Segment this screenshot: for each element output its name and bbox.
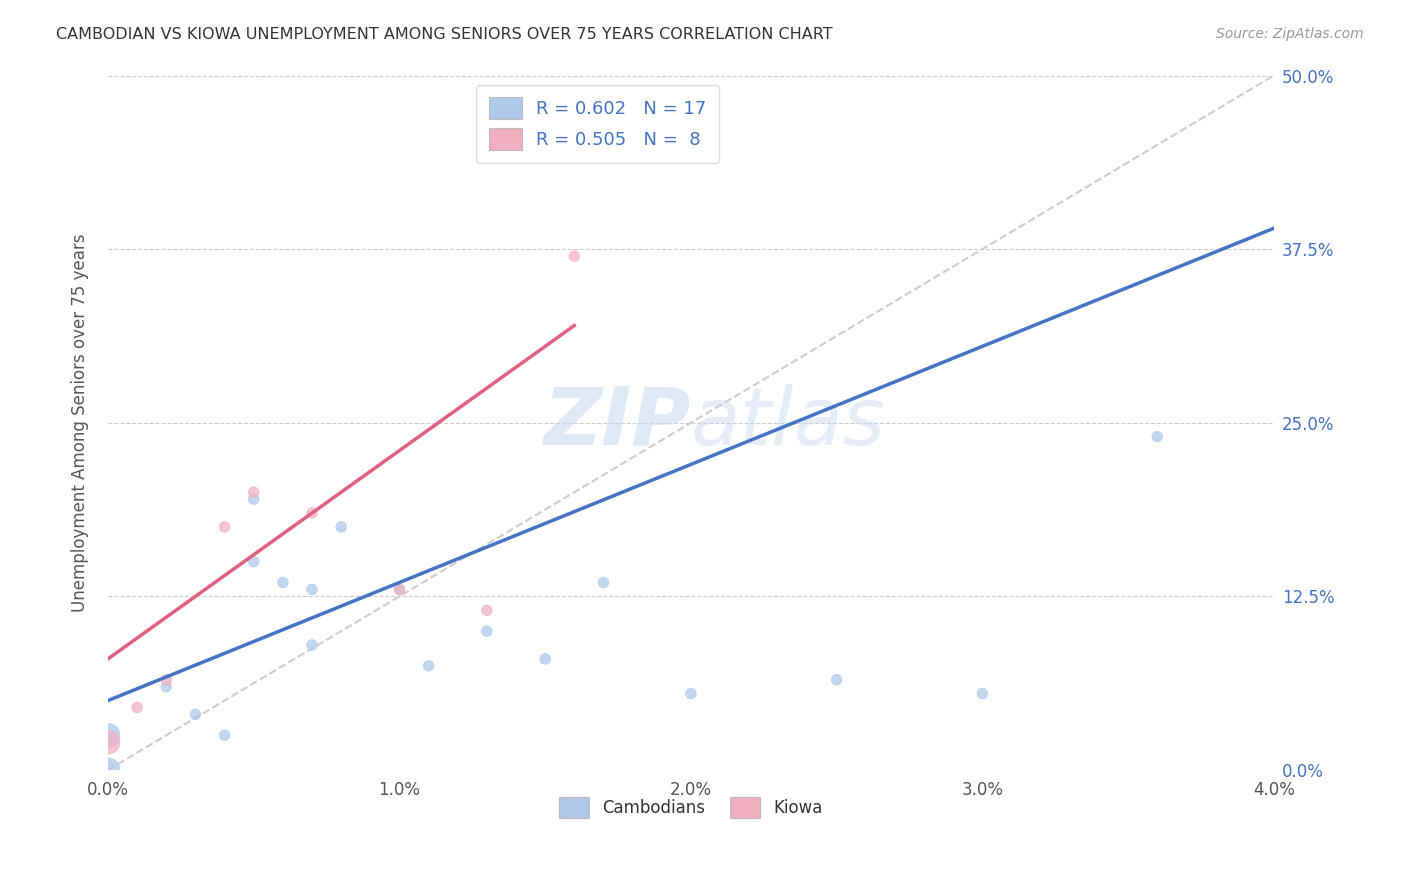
Point	[679, 687, 702, 701]
Point	[1146, 430, 1168, 444]
Point	[418, 658, 440, 673]
Point	[475, 624, 498, 639]
Text: Source: ZipAtlas.com: Source: ZipAtlas.com	[1216, 27, 1364, 41]
Point	[301, 638, 323, 652]
Point	[972, 687, 994, 701]
Point	[242, 555, 264, 569]
Point	[388, 582, 411, 597]
Point	[592, 575, 614, 590]
Legend: Cambodians, Kiowa: Cambodians, Kiowa	[553, 790, 830, 824]
Point	[155, 673, 177, 687]
Point	[242, 485, 264, 500]
Point	[214, 728, 236, 742]
Point	[214, 520, 236, 534]
Point	[184, 707, 207, 722]
Point	[388, 582, 411, 597]
Point	[271, 575, 294, 590]
Point	[330, 520, 353, 534]
Point	[562, 249, 585, 263]
Point	[97, 763, 120, 777]
Text: atlas: atlas	[690, 384, 886, 462]
Text: ZIP: ZIP	[544, 384, 690, 462]
Point	[825, 673, 848, 687]
Point	[475, 603, 498, 617]
Point	[301, 582, 323, 597]
Point	[97, 728, 120, 742]
Point	[127, 700, 149, 714]
Point	[301, 506, 323, 520]
Y-axis label: Unemployment Among Seniors over 75 years: Unemployment Among Seniors over 75 years	[72, 234, 89, 612]
Point	[534, 652, 557, 666]
Point	[97, 735, 120, 749]
Text: CAMBODIAN VS KIOWA UNEMPLOYMENT AMONG SENIORS OVER 75 YEARS CORRELATION CHART: CAMBODIAN VS KIOWA UNEMPLOYMENT AMONG SE…	[56, 27, 832, 42]
Point	[242, 492, 264, 507]
Point	[155, 680, 177, 694]
